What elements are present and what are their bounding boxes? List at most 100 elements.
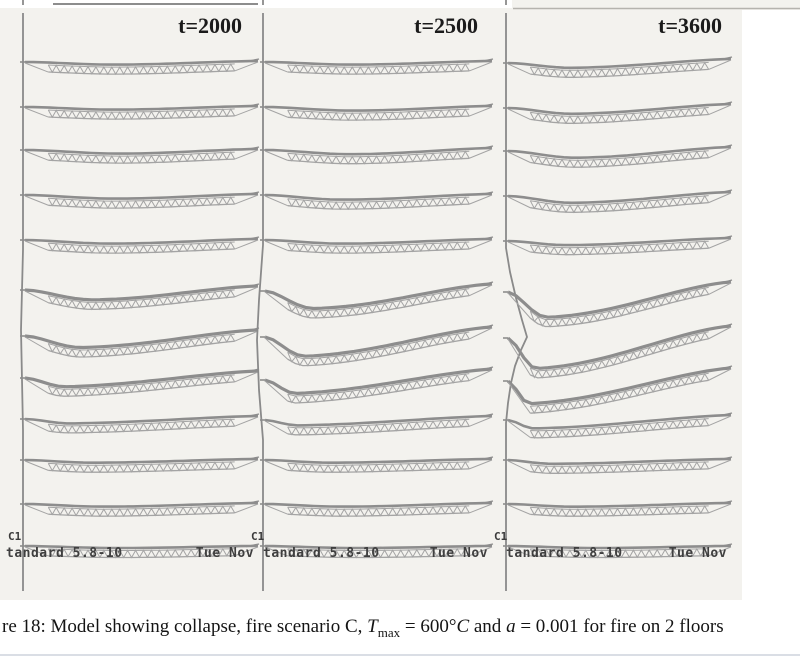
web-zigzag bbox=[529, 504, 710, 518]
web-top-line bbox=[287, 150, 470, 158]
right-end-diagonal bbox=[234, 459, 259, 470]
left-end-diagonal bbox=[264, 380, 289, 402]
truss-top-chord bbox=[507, 280, 732, 319]
top-band bbox=[512, 0, 800, 10]
left-end-diagonal bbox=[24, 150, 49, 161]
web-bottom-line bbox=[530, 379, 709, 414]
truss-top-chord bbox=[264, 282, 493, 311]
left-end-diagonal bbox=[507, 108, 531, 120]
web-bottom-line bbox=[48, 158, 235, 164]
right-tip bbox=[479, 191, 494, 196]
right-tip bbox=[718, 456, 733, 461]
truss-top-chord bbox=[507, 190, 732, 205]
left-end-diagonal bbox=[264, 291, 289, 310]
web-top-line bbox=[48, 374, 235, 390]
truss-top-chord bbox=[24, 147, 259, 155]
web-bottom-line bbox=[530, 555, 709, 559]
web-zigzag bbox=[529, 194, 710, 214]
web-top-line bbox=[529, 286, 709, 320]
truss-top-chord bbox=[506, 324, 732, 370]
right-tip bbox=[479, 500, 494, 505]
caption-a-var: a bbox=[506, 616, 516, 637]
plot-footer-left: tandard 5.8-10 bbox=[263, 546, 380, 561]
web-bottom-line bbox=[530, 157, 709, 168]
web-bottom-line bbox=[287, 70, 470, 75]
right-end-diagonal bbox=[708, 368, 732, 381]
plot-corner-label: C1 bbox=[8, 530, 22, 543]
web-zigzag bbox=[287, 241, 470, 255]
web-top-line bbox=[287, 373, 470, 397]
right-tip bbox=[245, 283, 260, 288]
truss-top-chord bbox=[24, 59, 259, 66]
caption-celsius: C bbox=[456, 616, 470, 637]
truss-top-chord bbox=[507, 102, 732, 116]
web-zigzag bbox=[47, 418, 236, 434]
right-end-diagonal bbox=[708, 192, 732, 204]
web-bottom-line bbox=[48, 248, 235, 254]
web-bottom-line bbox=[287, 203, 470, 210]
truss-top-chord bbox=[264, 501, 493, 508]
left-end-diagonal bbox=[264, 504, 288, 515]
right-tip bbox=[479, 366, 494, 372]
web-zigzag bbox=[47, 460, 236, 474]
truss-top-chord bbox=[264, 325, 493, 358]
truss-top-chord bbox=[507, 501, 732, 509]
truss-top-chord bbox=[507, 145, 732, 159]
truss-top-chord bbox=[264, 237, 493, 245]
caption-tmax-var: T bbox=[367, 616, 378, 637]
right-tip bbox=[479, 145, 494, 150]
plot-footer-left: tandard 5.8-10 bbox=[6, 546, 123, 561]
left-end-diagonal bbox=[24, 240, 49, 251]
right-end-diagonal bbox=[469, 416, 493, 427]
floor-truss bbox=[503, 543, 733, 559]
floor-truss bbox=[20, 500, 260, 518]
web-zigzag bbox=[47, 333, 236, 359]
right-end-diagonal bbox=[469, 239, 493, 250]
right-end-diagonal bbox=[708, 238, 732, 249]
right-tip bbox=[718, 279, 733, 285]
floor-truss bbox=[20, 146, 260, 165]
truss-top-chord bbox=[264, 59, 493, 66]
web-top-line bbox=[530, 331, 709, 372]
web-top-line bbox=[48, 418, 235, 427]
web-zigzag bbox=[47, 504, 236, 518]
web-zigzag bbox=[47, 547, 236, 559]
truss-top-chord bbox=[264, 544, 492, 550]
web-zigzag bbox=[529, 372, 710, 415]
web-zigzag bbox=[287, 331, 470, 367]
left-end-diagonal bbox=[264, 107, 288, 118]
floor-truss bbox=[20, 283, 260, 311]
web-bottom-line bbox=[48, 296, 235, 310]
left-end-diagonal bbox=[24, 460, 49, 471]
floor-truss bbox=[260, 236, 494, 255]
floor-truss bbox=[503, 323, 733, 379]
right-tip bbox=[479, 456, 494, 461]
floor-truss bbox=[20, 543, 260, 559]
left-end-diagonal bbox=[507, 241, 531, 253]
left-end-diagonal bbox=[507, 420, 531, 438]
left-end-diagonal bbox=[507, 504, 531, 515]
truss-top-chord bbox=[24, 192, 259, 200]
left-end-diagonal bbox=[24, 378, 49, 394]
time-label: t=2500 bbox=[414, 13, 478, 38]
web-top-line bbox=[287, 418, 470, 429]
web-bottom-line bbox=[530, 424, 709, 439]
floor-truss bbox=[20, 236, 260, 255]
right-end-diagonal bbox=[234, 61, 259, 72]
web-bottom-line bbox=[48, 555, 235, 559]
right-tip bbox=[245, 236, 260, 241]
floor-truss bbox=[260, 543, 494, 559]
right-tip bbox=[718, 189, 733, 194]
web-zigzag bbox=[287, 63, 470, 76]
right-end-diagonal bbox=[234, 194, 259, 205]
web-top-line bbox=[530, 150, 709, 161]
truss-top-chord bbox=[507, 57, 732, 70]
web-zigzag bbox=[529, 61, 710, 79]
web-top-line bbox=[48, 505, 235, 510]
panel-t3600: t=3600 C1 tandard 5.8-10 Tue Nov bbox=[494, 0, 733, 591]
web-bottom-line bbox=[287, 157, 470, 165]
right-end-diagonal bbox=[234, 330, 259, 342]
caption-mid: and bbox=[469, 616, 507, 637]
floor-truss bbox=[503, 500, 733, 518]
floor-truss bbox=[503, 456, 733, 475]
